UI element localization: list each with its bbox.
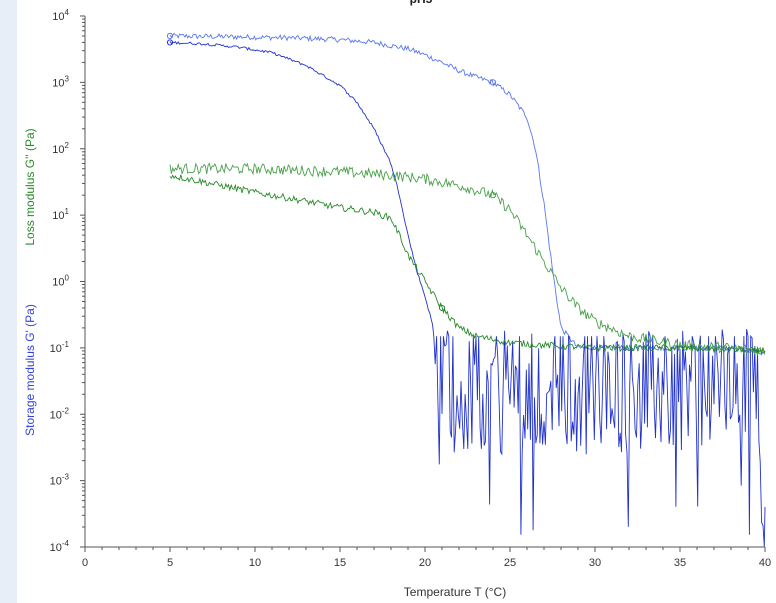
data-point-loss_1 <box>489 192 497 199</box>
y-tick-label: 103 <box>52 74 69 89</box>
data-point-storage_1 <box>489 79 497 86</box>
x-tick-label: 35 <box>674 557 686 569</box>
series-line-storage_2 <box>169 40 766 548</box>
data-point-storage_2 <box>166 39 174 46</box>
series-line-loss_2 <box>169 174 766 356</box>
y-tick-label: 10-3 <box>50 473 70 488</box>
plot-area <box>166 32 766 548</box>
y-tick-label: 10-1 <box>50 340 70 355</box>
data-point-loss_2 <box>438 304 446 312</box>
x-tick-label: 20 <box>419 557 431 569</box>
y-tick-label: 100 <box>52 274 69 289</box>
data-point-storage_1 <box>166 32 174 40</box>
x-tick-label: 10 <box>249 557 261 569</box>
x-axis-title: Temperature T (°C) <box>404 585 506 599</box>
series-line-storage_1 <box>169 32 766 355</box>
y-tick-label: 10-2 <box>50 406 70 421</box>
x-tick-label: 0 <box>82 557 88 569</box>
x-tick-label: 5 <box>167 557 173 569</box>
series-line-loss_1 <box>169 162 766 356</box>
y-tick-label: 102 <box>52 141 69 156</box>
x-tick-label: 30 <box>589 557 601 569</box>
y-axis-title-loss: Loss modulus G'' (Pa) <box>23 128 37 245</box>
axes: 0 5 10 15 20 25 30 35 40 10-4 10-3 10-2 10-1 100 101 10… <box>50 8 772 569</box>
y-axis-title-storage: Storage modulus G' (Pa) <box>23 304 37 436</box>
x-tick-label: 25 <box>504 557 516 569</box>
side-strip <box>0 0 17 603</box>
chart-title: pH5 <box>410 0 433 6</box>
y-tick-label: 104 <box>52 8 69 23</box>
x-tick-label: 40 <box>759 557 771 569</box>
y-tick-label: 10-4 <box>50 539 70 554</box>
y-tick-label: 101 <box>52 207 69 222</box>
x-tick-label: 15 <box>334 557 346 569</box>
